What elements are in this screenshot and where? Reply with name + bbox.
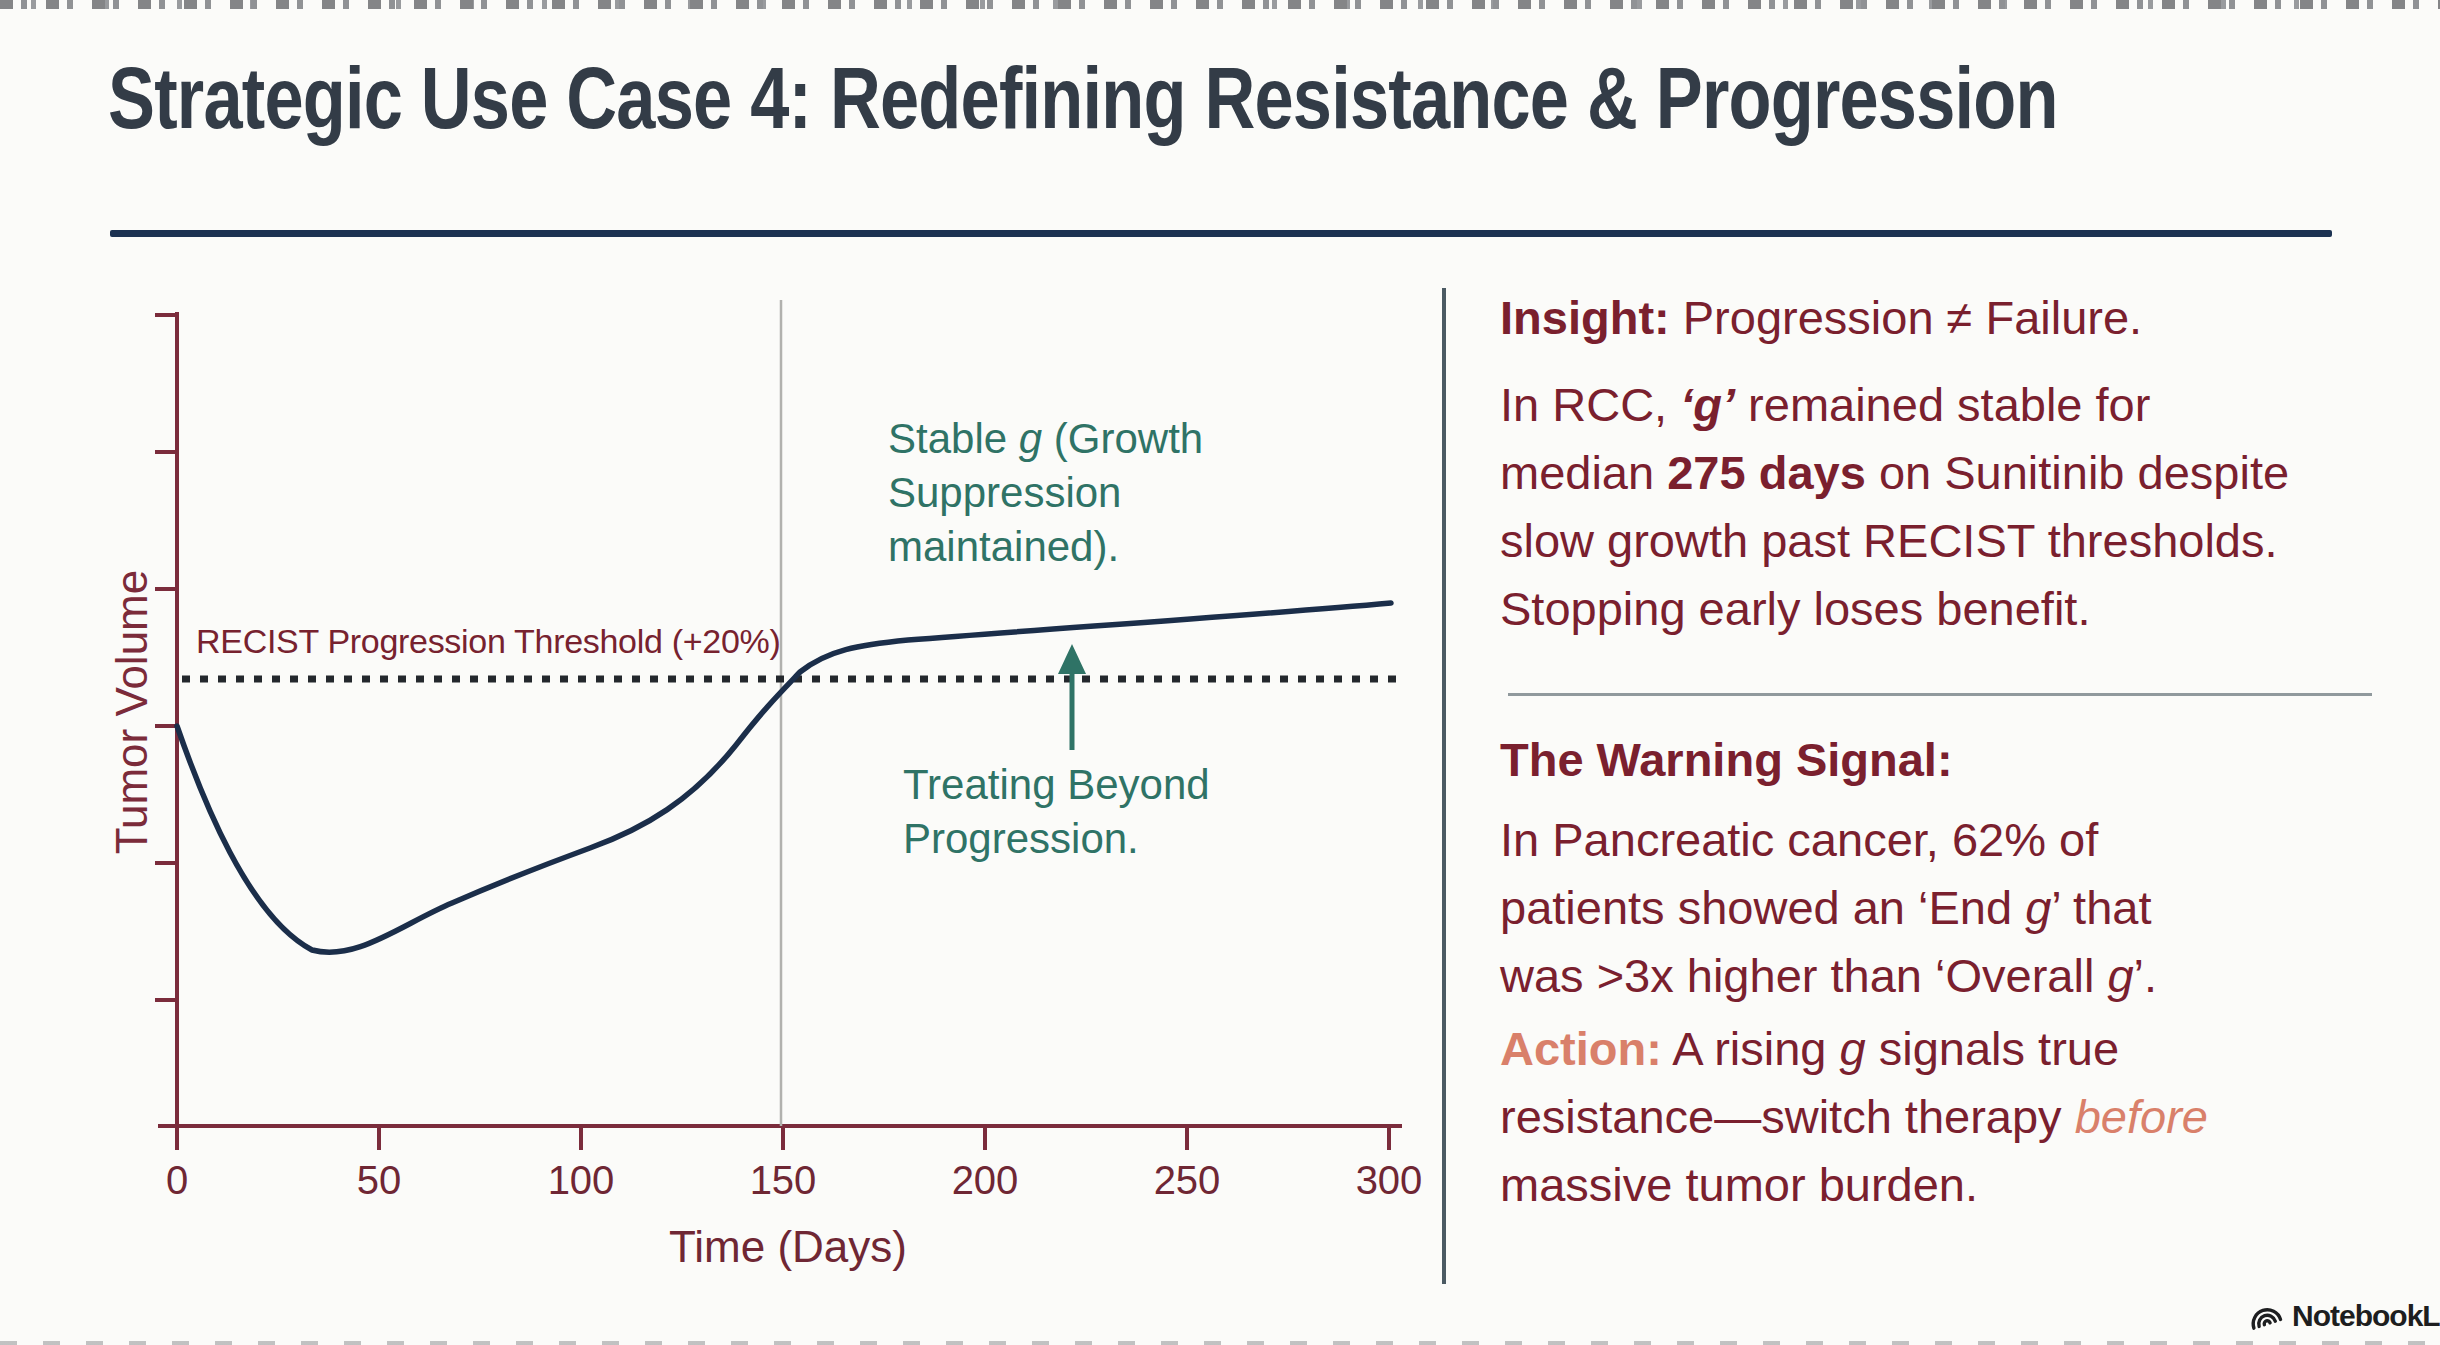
- panel-divider: [1442, 288, 1446, 1284]
- x-axis: [158, 1126, 1402, 1150]
- stable-g-annotation: Stable g (GrowthSuppressionmaintained).: [888, 412, 1203, 574]
- x-tick-label-50: 50: [357, 1158, 402, 1203]
- y-axis-label: Tumor Volume: [107, 570, 157, 854]
- x-tick-label-250: 250: [1154, 1158, 1221, 1203]
- x-tick-label-150: 150: [750, 1158, 817, 1203]
- notebooklm-brand: NotebookLM: [2248, 1298, 2440, 1334]
- recist-threshold-label: RECIST Progression Threshold (+20%): [196, 622, 780, 661]
- treating-beyond-arrow: [1058, 644, 1086, 750]
- warning-paragraph: In Pancreatic cancer, 62% ofpatients sho…: [1500, 806, 2157, 1010]
- x-tick-label-200: 200: [952, 1158, 1019, 1203]
- insight-paragraph: In RCC, ‘g’ remained stable formedian 27…: [1500, 371, 2289, 643]
- action-paragraph: Action: A rising g signals trueresistanc…: [1500, 1015, 2208, 1219]
- treating-beyond-annotation: Treating BeyondProgression.: [903, 758, 1210, 866]
- warning-heading: The Warning Signal:: [1500, 726, 1953, 794]
- x-axis-label: Time (Days): [669, 1222, 907, 1272]
- notebooklm-logo-icon: [2248, 1298, 2284, 1334]
- insight-heading: Insight: Progression ≠ Failure.: [1500, 284, 2142, 352]
- notebooklm-brand-text: NotebookLM: [2292, 1299, 2440, 1333]
- x-tick-label-0: 0: [166, 1158, 188, 1203]
- slide: Strategic Use Case 4: Redefining Resista…: [0, 0, 2440, 1345]
- x-tick-label-100: 100: [548, 1158, 615, 1203]
- section-divider: [1508, 693, 2372, 696]
- y-axis: [155, 312, 177, 1126]
- x-tick-label-300: 300: [1356, 1158, 1423, 1203]
